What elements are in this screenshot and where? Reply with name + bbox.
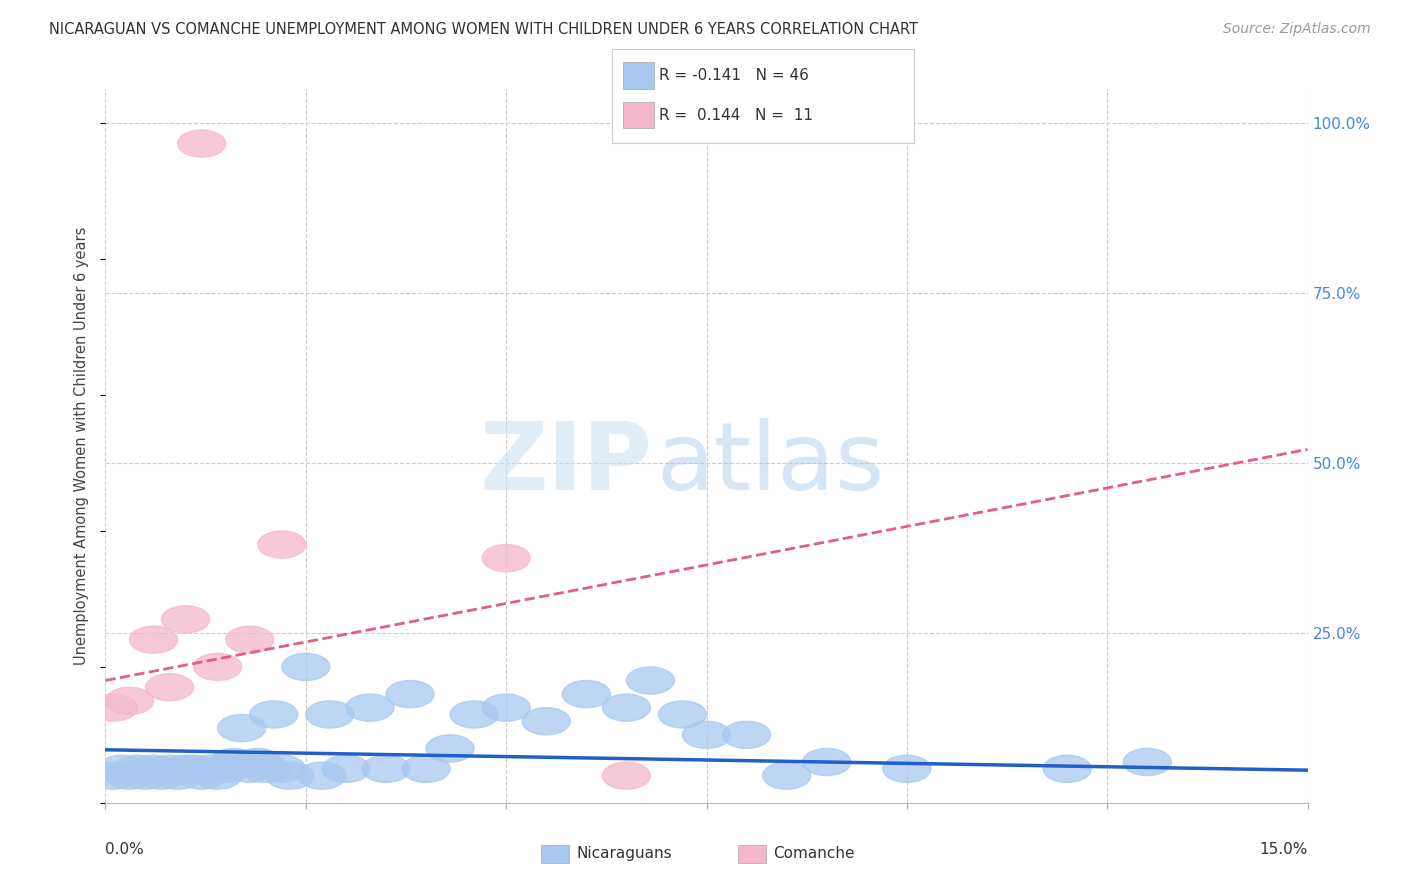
Ellipse shape (803, 748, 851, 776)
Ellipse shape (426, 735, 474, 762)
Ellipse shape (482, 544, 530, 572)
Ellipse shape (762, 762, 811, 789)
Ellipse shape (522, 707, 571, 735)
Ellipse shape (482, 694, 530, 722)
Text: R = -0.141   N = 46: R = -0.141 N = 46 (659, 69, 810, 83)
Text: 15.0%: 15.0% (1260, 842, 1308, 857)
Ellipse shape (627, 667, 675, 694)
Ellipse shape (242, 756, 290, 782)
Ellipse shape (322, 756, 370, 782)
Ellipse shape (105, 762, 153, 789)
Ellipse shape (218, 714, 266, 741)
Ellipse shape (682, 722, 731, 748)
Ellipse shape (250, 701, 298, 728)
Ellipse shape (257, 756, 307, 782)
Ellipse shape (90, 694, 138, 722)
Ellipse shape (209, 748, 257, 776)
Ellipse shape (450, 701, 498, 728)
Ellipse shape (602, 694, 651, 722)
Text: ZIP: ZIP (479, 417, 652, 510)
Ellipse shape (129, 626, 177, 653)
Ellipse shape (146, 756, 194, 782)
Ellipse shape (201, 756, 250, 782)
Ellipse shape (121, 762, 170, 789)
Ellipse shape (602, 762, 651, 789)
Ellipse shape (153, 762, 201, 789)
Text: 0.0%: 0.0% (105, 842, 145, 857)
Ellipse shape (281, 653, 330, 681)
Text: Nicaraguans: Nicaraguans (576, 847, 672, 861)
Text: NICARAGUAN VS COMANCHE UNEMPLOYMENT AMONG WOMEN WITH CHILDREN UNDER 6 YEARS CORR: NICARAGUAN VS COMANCHE UNEMPLOYMENT AMON… (49, 22, 918, 37)
Ellipse shape (90, 762, 138, 789)
Ellipse shape (562, 681, 610, 707)
Ellipse shape (225, 626, 274, 653)
Y-axis label: Unemployment Among Women with Children Under 6 years: Unemployment Among Women with Children U… (75, 227, 90, 665)
Ellipse shape (186, 756, 233, 782)
Ellipse shape (177, 762, 225, 789)
Ellipse shape (162, 756, 209, 782)
Ellipse shape (194, 653, 242, 681)
Ellipse shape (177, 130, 225, 157)
Ellipse shape (129, 756, 177, 782)
Ellipse shape (402, 756, 450, 782)
Text: Comanche: Comanche (773, 847, 855, 861)
Ellipse shape (194, 762, 242, 789)
Ellipse shape (266, 762, 314, 789)
Ellipse shape (225, 756, 274, 782)
Ellipse shape (385, 681, 434, 707)
Ellipse shape (162, 606, 209, 633)
Text: atlas: atlas (657, 417, 884, 510)
Text: R =  0.144   N =  11: R = 0.144 N = 11 (659, 108, 814, 122)
Ellipse shape (883, 756, 931, 782)
Ellipse shape (257, 531, 307, 558)
Ellipse shape (170, 756, 218, 782)
Ellipse shape (307, 701, 354, 728)
Ellipse shape (146, 673, 194, 701)
Ellipse shape (138, 762, 186, 789)
Ellipse shape (658, 701, 707, 728)
Ellipse shape (233, 748, 281, 776)
Ellipse shape (1123, 748, 1171, 776)
Ellipse shape (361, 756, 411, 782)
Ellipse shape (1043, 756, 1091, 782)
Ellipse shape (114, 756, 162, 782)
Ellipse shape (97, 756, 146, 782)
Ellipse shape (723, 722, 770, 748)
Ellipse shape (105, 687, 153, 714)
Text: Source: ZipAtlas.com: Source: ZipAtlas.com (1223, 22, 1371, 37)
Ellipse shape (298, 762, 346, 789)
Ellipse shape (346, 694, 394, 722)
